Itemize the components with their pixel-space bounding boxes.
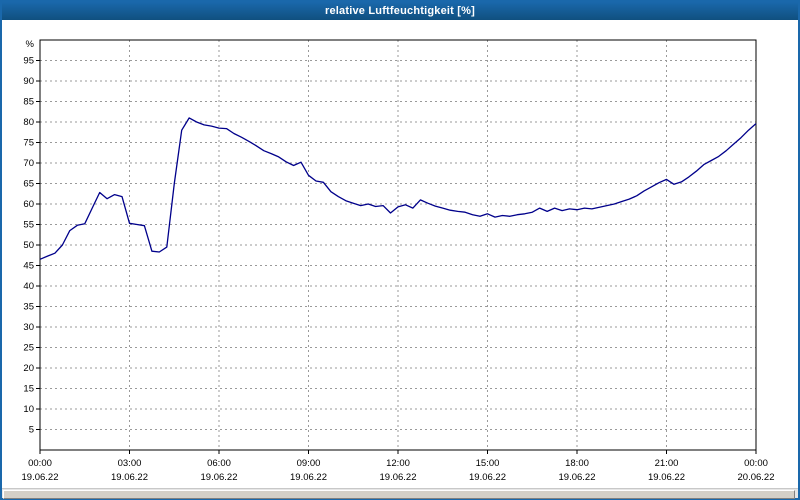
chart-canvas: 5 10 15 20 25 30 35 40 45 50 55 60 65 70 75 80 85 90 95% 00… — [22, 39, 775, 483]
humidity-chart: 5 10 15 20 25 30 35 40 45 50 55 60 65 70 75 80 85 90 95% 00… — [2, 20, 798, 488]
svg-text:90: 90 — [23, 76, 34, 87]
svg-text:55: 55 — [23, 220, 34, 231]
svg-text:19.06.22: 19.06.22 — [648, 472, 685, 483]
svg-text:12:00: 12:00 — [386, 458, 410, 469]
svg-text:06:00: 06:00 — [207, 458, 231, 469]
svg-text:65: 65 — [23, 179, 34, 190]
svg-text:60: 60 — [23, 199, 34, 210]
svg-text:09:00: 09:00 — [297, 458, 321, 469]
scrollbar-thumb[interactable] — [3, 490, 795, 499]
svg-text:15: 15 — [23, 384, 34, 395]
svg-text:19.06.22: 19.06.22 — [380, 472, 417, 483]
svg-text:00:00: 00:00 — [28, 458, 52, 469]
svg-text:19.06.22: 19.06.22 — [469, 472, 506, 483]
svg-text:%: % — [26, 39, 35, 50]
svg-text:35: 35 — [23, 302, 34, 313]
svg-text:70: 70 — [23, 158, 34, 169]
svg-text:19.06.22: 19.06.22 — [201, 472, 238, 483]
window-title-bar: relative Luftfeuchtigkeit [%] — [2, 2, 798, 20]
svg-text:80: 80 — [23, 117, 34, 128]
svg-text:20.06.22: 20.06.22 — [738, 472, 775, 483]
svg-text:18:00: 18:00 — [565, 458, 589, 469]
svg-text:15:00: 15:00 — [476, 458, 500, 469]
svg-text:30: 30 — [23, 322, 34, 333]
svg-text:5: 5 — [29, 425, 34, 436]
svg-text:03:00: 03:00 — [118, 458, 142, 469]
svg-text:25: 25 — [23, 343, 34, 354]
svg-text:45: 45 — [23, 261, 34, 272]
window-title: relative Luftfeuchtigkeit [%] — [324, 5, 476, 17]
svg-text:85: 85 — [23, 97, 34, 108]
svg-text:19.06.22: 19.06.22 — [22, 472, 59, 483]
svg-text:00:00: 00:00 — [744, 458, 768, 469]
svg-text:50: 50 — [23, 240, 34, 251]
svg-text:95: 95 — [23, 56, 34, 67]
svg-text:19.06.22: 19.06.22 — [559, 472, 596, 483]
svg-text:19.06.22: 19.06.22 — [111, 472, 148, 483]
svg-text:19.06.22: 19.06.22 — [290, 472, 327, 483]
horizontal-scrollbar[interactable] — [2, 488, 798, 499]
svg-text:20: 20 — [23, 363, 34, 374]
svg-text:21:00: 21:00 — [655, 458, 679, 469]
svg-text:10: 10 — [23, 404, 34, 415]
svg-text:40: 40 — [23, 281, 34, 292]
svg-text:75: 75 — [23, 138, 34, 149]
